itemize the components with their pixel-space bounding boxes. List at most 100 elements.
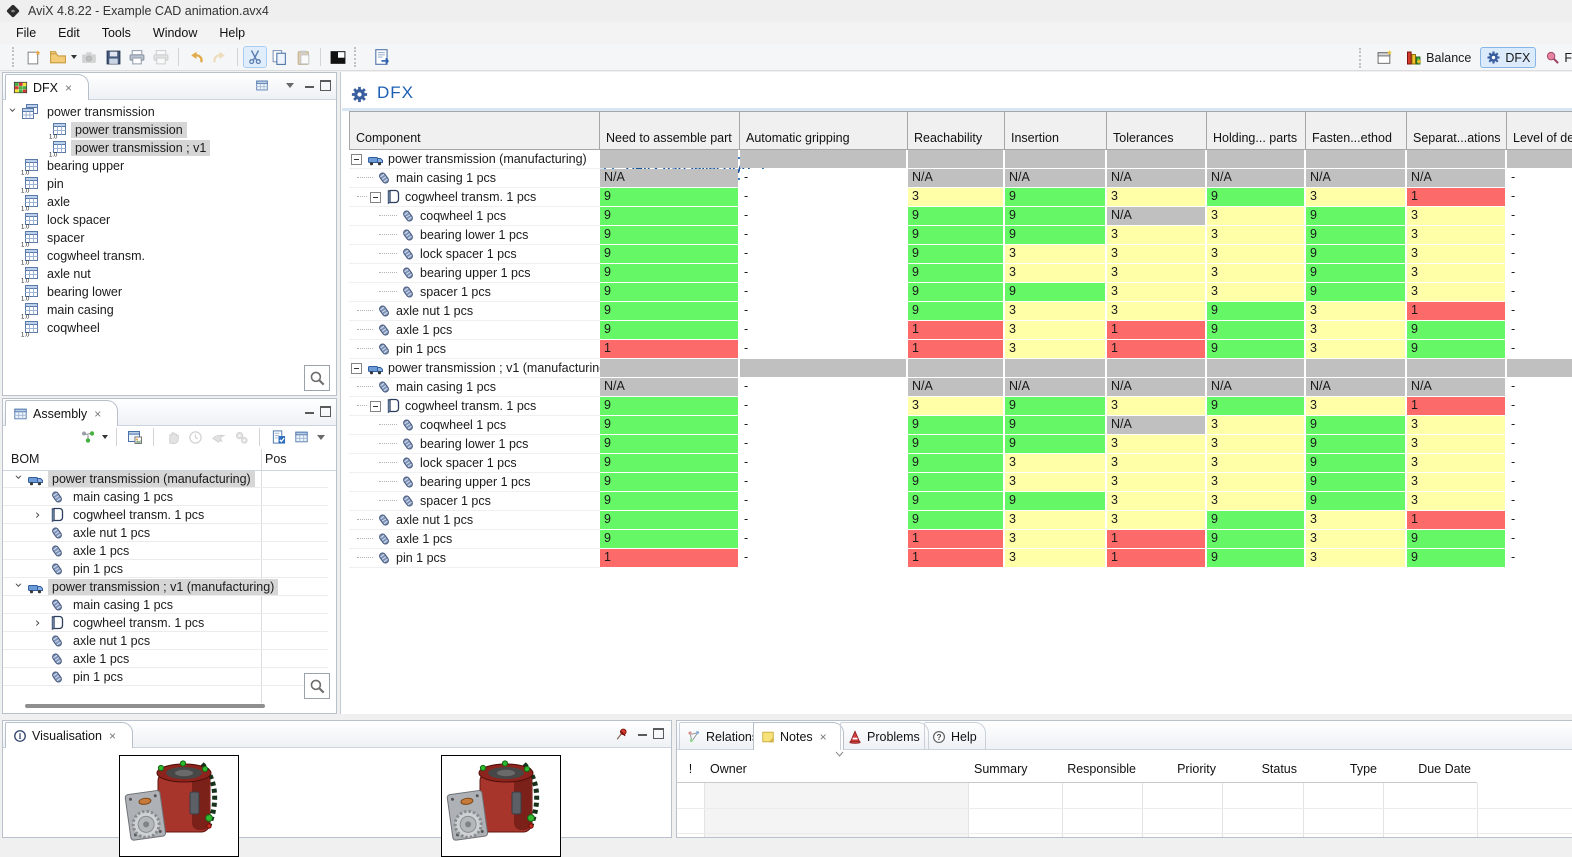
rating-cell[interactable]: - [740, 245, 906, 263]
rating-cell[interactable]: 9 [1207, 321, 1304, 339]
rating-cell[interactable]: - [740, 492, 906, 510]
rating-cell[interactable]: 3 [1407, 454, 1505, 472]
rating-cell[interactable]: N/A [1207, 169, 1304, 187]
rating-cell[interactable]: N/A [908, 169, 1003, 187]
rating-cell[interactable]: 3 [1407, 226, 1505, 244]
new-file-button[interactable] [22, 46, 46, 68]
rating-cell[interactable]: 3 [1005, 549, 1105, 567]
notes-close-icon[interactable]: × [819, 729, 827, 744]
rating-cell[interactable]: 9 [600, 511, 738, 529]
rating-cell[interactable]: - [1507, 283, 1572, 301]
rating-cell[interactable]: - [1507, 397, 1572, 415]
bom-tree-item[interactable]: main casing 1 pcs [3, 488, 328, 506]
rating-cell[interactable]: 9 [1407, 321, 1505, 339]
rating-cell[interactable]: N/A [1107, 378, 1205, 396]
stop-button[interactable] [162, 426, 182, 448]
print-button[interactable] [125, 46, 149, 68]
group-rating-cell[interactable] [908, 150, 1003, 168]
validate-list-button[interactable] [268, 426, 288, 448]
rating-cell[interactable]: 9 [1306, 245, 1405, 263]
rating-cell[interactable]: 9 [1005, 188, 1105, 206]
bom-tree-item[interactable]: main casing 1 pcs [3, 596, 328, 614]
rating-cell[interactable]: 9 [1207, 340, 1304, 358]
rating-cell[interactable]: 9 [600, 454, 738, 472]
print-preview-button[interactable] [149, 46, 173, 68]
assembly-hscrollbar[interactable] [25, 704, 265, 708]
rating-cell[interactable]: 3 [1407, 283, 1505, 301]
group-rating-cell[interactable] [1507, 150, 1572, 168]
rating-cell[interactable]: 9 [1306, 416, 1405, 434]
cut-button[interactable] [243, 46, 267, 68]
tree-item[interactable]: 1.0 main casing [3, 301, 336, 319]
rating-cell[interactable]: 9 [600, 492, 738, 510]
perspective-fmea-button[interactable]: F [1540, 48, 1572, 67]
rating-cell[interactable]: N/A [1306, 378, 1405, 396]
rating-cell[interactable]: 1 [1407, 188, 1505, 206]
rating-cell[interactable]: 9 [908, 207, 1003, 225]
bom-tree-item[interactable]: pin 1 pcs [3, 560, 328, 578]
bom-column-header[interactable]: BOM [11, 452, 40, 466]
rating-cell[interactable]: 1 [1407, 511, 1505, 529]
rating-cell[interactable]: N/A [1107, 207, 1205, 225]
tab-help[interactable]: ? Help [924, 722, 986, 750]
rating-cell[interactable]: 3 [1207, 245, 1304, 263]
rating-cell[interactable]: - [1507, 340, 1572, 358]
time-button[interactable] [185, 426, 205, 448]
rating-cell[interactable]: - [740, 378, 906, 396]
rating-cell[interactable]: 9 [908, 492, 1003, 510]
rating-cell[interactable]: 9 [600, 435, 738, 453]
rating-cell[interactable]: 9 [908, 511, 1003, 529]
collapse-box-icon[interactable] [370, 400, 381, 412]
rating-cell[interactable]: 9 [1306, 492, 1405, 510]
rating-cell[interactable]: 9 [1005, 492, 1105, 510]
rating-cell[interactable]: 3 [1306, 340, 1405, 358]
component-row[interactable]: axle nut 1 pcs [349, 511, 600, 530]
notes-column-header[interactable]: Type [1303, 755, 1383, 783]
component-row[interactable]: lock spacer 1 pcs [349, 454, 600, 473]
relation-mode-button[interactable] [78, 426, 98, 448]
group-rating-cell[interactable] [1107, 359, 1205, 377]
component-row[interactable]: axle 1 pcs [349, 321, 600, 340]
rating-cell[interactable]: N/A [1407, 169, 1505, 187]
dfx-view-tab[interactable]: DFX × [5, 74, 90, 100]
rating-cell[interactable]: 3 [1107, 188, 1205, 206]
group-rating-cell[interactable] [1306, 359, 1405, 377]
rating-cell[interactable]: 3 [908, 188, 1003, 206]
assembly-view-maximize-button[interactable] [318, 405, 332, 418]
rating-cell[interactable]: 9 [600, 207, 738, 225]
rating-cell[interactable]: - [1507, 245, 1572, 263]
rating-cell[interactable]: 9 [1005, 207, 1105, 225]
rating-cell[interactable]: 9 [1207, 549, 1304, 567]
rating-cell[interactable]: 3 [1306, 530, 1405, 548]
rating-cell[interactable]: N/A [600, 378, 738, 396]
group-rating-cell[interactable] [1005, 359, 1105, 377]
rating-cell[interactable]: 3 [1107, 492, 1205, 510]
column-header[interactable]: Need to assemble part [600, 111, 740, 150]
paste-button[interactable] [291, 46, 315, 68]
rating-cell[interactable]: 9 [1005, 416, 1105, 434]
rating-cell[interactable]: 3 [1207, 473, 1304, 491]
rating-cell[interactable]: 9 [1306, 454, 1405, 472]
rating-cell[interactable]: 9 [1005, 435, 1105, 453]
rating-cell[interactable]: 3 [1407, 416, 1505, 434]
bom-tree-item[interactable]: › cogwheel transm. 1 pcs [3, 506, 328, 524]
rating-cell[interactable]: 9 [908, 435, 1003, 453]
rating-cell[interactable]: 9 [1005, 397, 1105, 415]
component-row[interactable]: bearing lower 1 pcs [349, 435, 600, 454]
rating-cell[interactable]: 9 [1306, 226, 1405, 244]
rating-cell[interactable]: 9 [1306, 473, 1405, 491]
rating-cell[interactable]: 3 [1306, 511, 1405, 529]
rating-cell[interactable]: - [1507, 378, 1572, 396]
rating-cell[interactable]: 1 [600, 549, 738, 567]
rating-cell[interactable]: 3 [1407, 207, 1505, 225]
expand-chevron-icon[interactable]: › [4, 107, 20, 113]
rating-cell[interactable]: - [1507, 321, 1572, 339]
rating-cell[interactable]: N/A [1107, 169, 1205, 187]
tree-item[interactable]: › power transmission [3, 103, 336, 121]
notes-column-header[interactable]: Owner [704, 755, 968, 783]
dfx-view-close-icon[interactable]: × [65, 80, 73, 95]
component-row[interactable]: pin 1 pcs [349, 340, 600, 359]
owner-filter-chevron-icon[interactable] [835, 751, 844, 757]
group-rating-cell[interactable] [1207, 150, 1304, 168]
tree-item[interactable]: 1.0 power transmission [3, 121, 336, 139]
